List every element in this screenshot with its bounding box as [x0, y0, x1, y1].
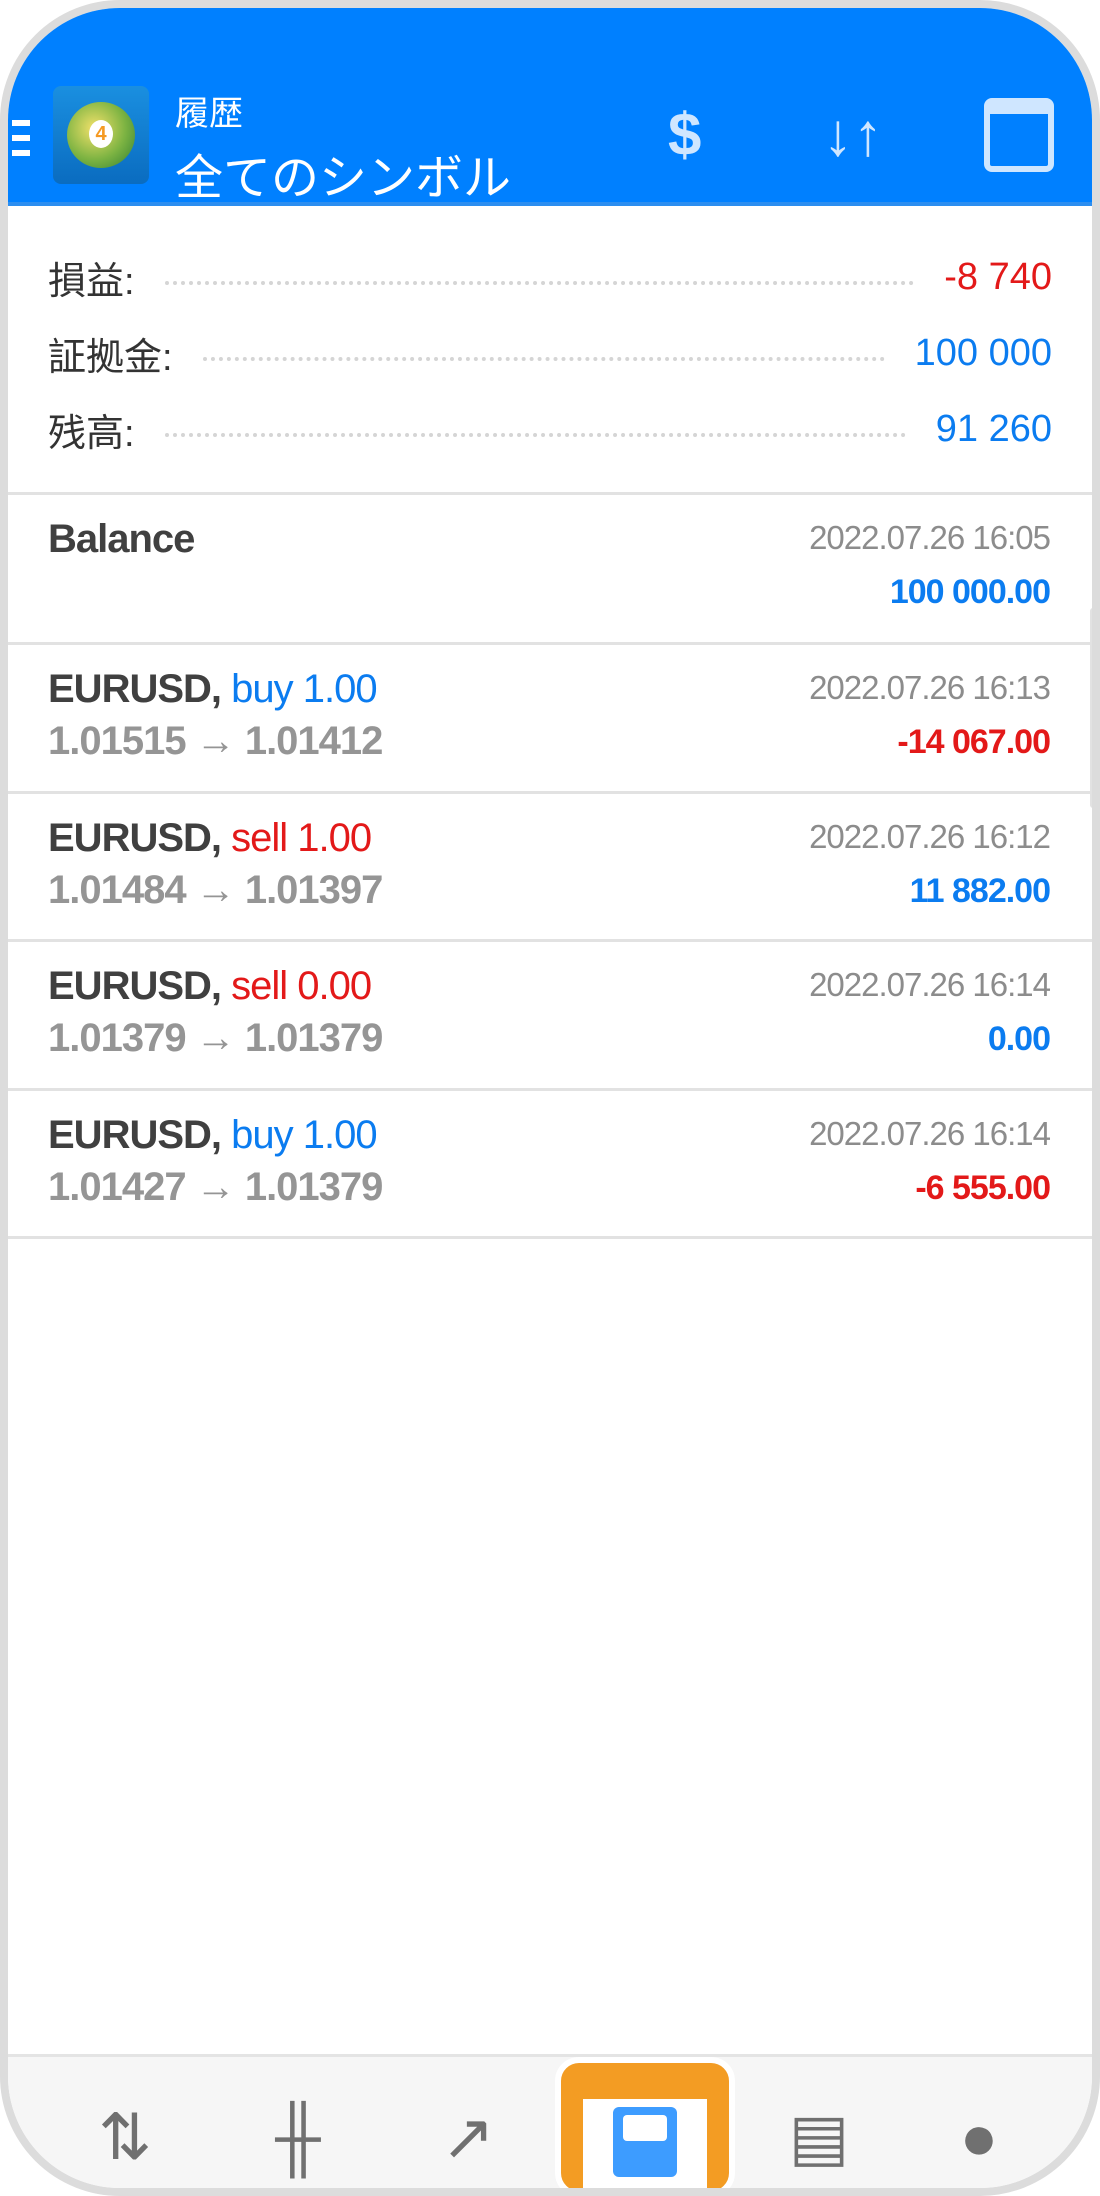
deal-row[interactable]: EURUSD, buy 1.00 1.01427 → 1.01379 2022.… [48, 1113, 1051, 1209]
news-icon[interactable]: ▤ [788, 2101, 850, 2173]
menu-icon[interactable] [12, 120, 30, 165]
divider [8, 1236, 1092, 1239]
summary-profit: 損益: -8 740 [48, 252, 1052, 303]
divider [8, 939, 1092, 942]
profit-value: -8 740 [944, 255, 1052, 298]
summary-margin: 証拠金: 100 000 [48, 328, 1052, 379]
chat-icon[interactable]: ● [959, 2101, 999, 2173]
divider [8, 791, 1092, 794]
divider [8, 642, 1092, 645]
trade-icon[interactable]: ↗ [441, 2101, 495, 2173]
quotes-icon[interactable]: ⇅ [98, 2101, 152, 2173]
mt4-logo: 4 [53, 86, 149, 184]
symbol-filter[interactable]: 全てのシンボル [175, 152, 512, 205]
bottom-nav: ⇅ ╫ ↗ ▤ ● [8, 2054, 1092, 2188]
margin-value: 100 000 [914, 331, 1052, 374]
sort-icon[interactable]: ↓↑ [823, 101, 883, 168]
deal-row[interactable]: EURUSD, sell 1.00 1.01484 → 1.01397 2022… [48, 816, 1051, 912]
deal-row[interactable]: EURUSD, sell 0.00 1.01379 → 1.01379 2022… [48, 964, 1051, 1060]
currency-exchange-icon[interactable]: $ [668, 101, 702, 168]
divider [8, 1088, 1092, 1091]
balance-value: 91 260 [935, 407, 1052, 450]
chart-icon[interactable]: ╫ [275, 2101, 321, 2173]
history-icon[interactable] [555, 2057, 735, 2188]
deal-row[interactable]: EURUSD, buy 1.00 1.01515 → 1.01412 2022.… [48, 667, 1051, 763]
scrollbar[interactable] [1090, 608, 1092, 808]
balance-row[interactable]: Balance 2022.07.26 16:05 100 000.00 [48, 517, 1051, 611]
page-title: 履歴 [175, 95, 243, 133]
balance-label: 残高: [48, 412, 135, 455]
calendar-icon[interactable] [984, 98, 1054, 172]
app-header: 4 履歴 全てのシンボル $ ↓↑ [8, 8, 1092, 206]
margin-label: 証拠金: [48, 336, 173, 379]
divider [8, 492, 1092, 495]
summary-balance: 残高: 91 260 [48, 404, 1052, 455]
profit-label: 損益: [48, 260, 135, 303]
